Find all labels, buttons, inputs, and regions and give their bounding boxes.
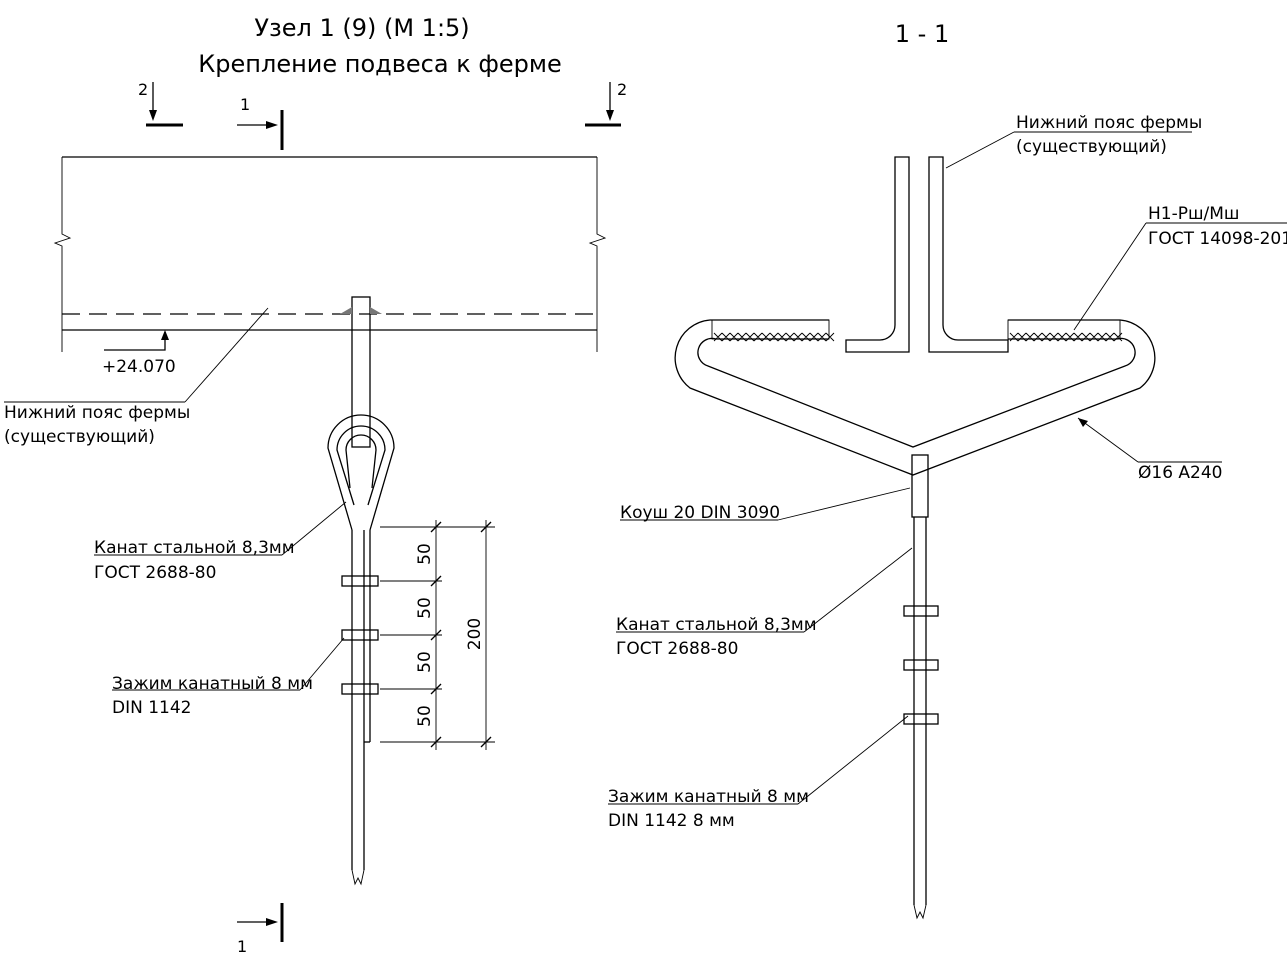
svg-text:Нижний пояс фермы: Нижний пояс фермы [1016, 113, 1202, 133]
svg-text:Канат стальной 8,3мм: Канат стальной 8,3мм [94, 538, 295, 558]
rope-right [913, 517, 927, 920]
dimension-chain: 50 50 50 50 200 [380, 520, 495, 750]
svg-text:1: 1 [237, 937, 247, 956]
dim-50-4: 50 [415, 705, 435, 727]
section-mark-1-bottom: 1 [237, 903, 284, 956]
rope-label-left: Канат стальной 8,3мм ГОСТ 2688-80 [94, 501, 347, 583]
hanger-rod-plate [340, 296, 382, 448]
title-line-2: Крепление подвеса к ферме [198, 50, 561, 78]
svg-text:Ø16 А240: Ø16 А240 [1138, 463, 1223, 483]
truss-label-left: Нижний пояс фермы (существующий) [4, 307, 269, 447]
title-line-1: Узел 1 (9) (М 1:5) [254, 14, 469, 42]
truss-label-right: Нижний пояс фермы (существующий) [945, 113, 1202, 169]
rope-clamp-left [341, 575, 379, 695]
svg-text:(существующий): (существующий) [4, 427, 155, 447]
svg-text:Зажим канатный 8 мм: Зажим канатный 8 мм [608, 787, 809, 807]
elevation-label: +24.070 [102, 357, 176, 377]
clamp-label-left: Зажим канатный 8 мм DIN 1142 [112, 637, 345, 718]
rope-label-right: Канат стальной 8,3мм ГОСТ 2688-80 [616, 547, 913, 659]
truss-bottom-chord-elevation [53, 156, 607, 352]
dim-50-3: 50 [415, 651, 435, 673]
svg-text:ГОСТ 2688-80: ГОСТ 2688-80 [94, 563, 216, 583]
bent-rod-16mm [674, 319, 1156, 476]
rope-clamp-right [903, 605, 939, 725]
weld-label: Н1-Рш/Мш ГОСТ 14098-2014 [1073, 204, 1287, 331]
dim-50-2: 50 [415, 597, 435, 619]
svg-text:2: 2 [617, 80, 627, 99]
section-title: 1 - 1 [895, 20, 949, 48]
svg-text:Коуш 20 DIN 3090: Коуш 20 DIN 3090 [620, 503, 780, 523]
section-mark-1-top: 1 [237, 95, 284, 150]
elevation-marker: +24.070 [102, 330, 176, 377]
svg-text:Н1-Рш/Мш: Н1-Рш/Мш [1148, 204, 1240, 224]
thimble-section [911, 454, 929, 518]
svg-text:(существующий): (существующий) [1016, 137, 1167, 157]
svg-text:Зажим канатный 8 мм: Зажим канатный 8 мм [112, 674, 313, 694]
dim-200: 200 [465, 618, 485, 650]
svg-text:DIN 1142 8 мм: DIN 1142 8 мм [608, 811, 735, 831]
svg-text:2: 2 [138, 80, 148, 99]
svg-text:1: 1 [240, 95, 250, 114]
svg-text:Нижний пояс фермы: Нижний пояс фермы [4, 403, 190, 423]
clamp-label-right: Зажим канатный 8 мм DIN 1142 8 мм [608, 715, 909, 831]
svg-text:Канат стальной 8,3мм: Канат стальной 8,3мм [616, 615, 817, 635]
weld-seam-left [713, 332, 835, 342]
svg-text:ГОСТ 2688-80: ГОСТ 2688-80 [616, 639, 738, 659]
svg-text:DIN 1142: DIN 1142 [112, 698, 192, 718]
svg-text:ГОСТ 14098-2014: ГОСТ 14098-2014 [1148, 229, 1287, 249]
rod-label: Ø16 А240 [1077, 417, 1223, 483]
weld-seam-right [1009, 332, 1123, 342]
section-mark-2-left: 2 [138, 80, 183, 127]
thimble-loop-left [327, 414, 395, 886]
thimble-label: Коуш 20 DIN 3090 [620, 487, 911, 523]
dim-50-1: 50 [415, 543, 435, 565]
section-mark-2-right: 2 [585, 80, 627, 127]
truss-t-section [845, 156, 1009, 353]
